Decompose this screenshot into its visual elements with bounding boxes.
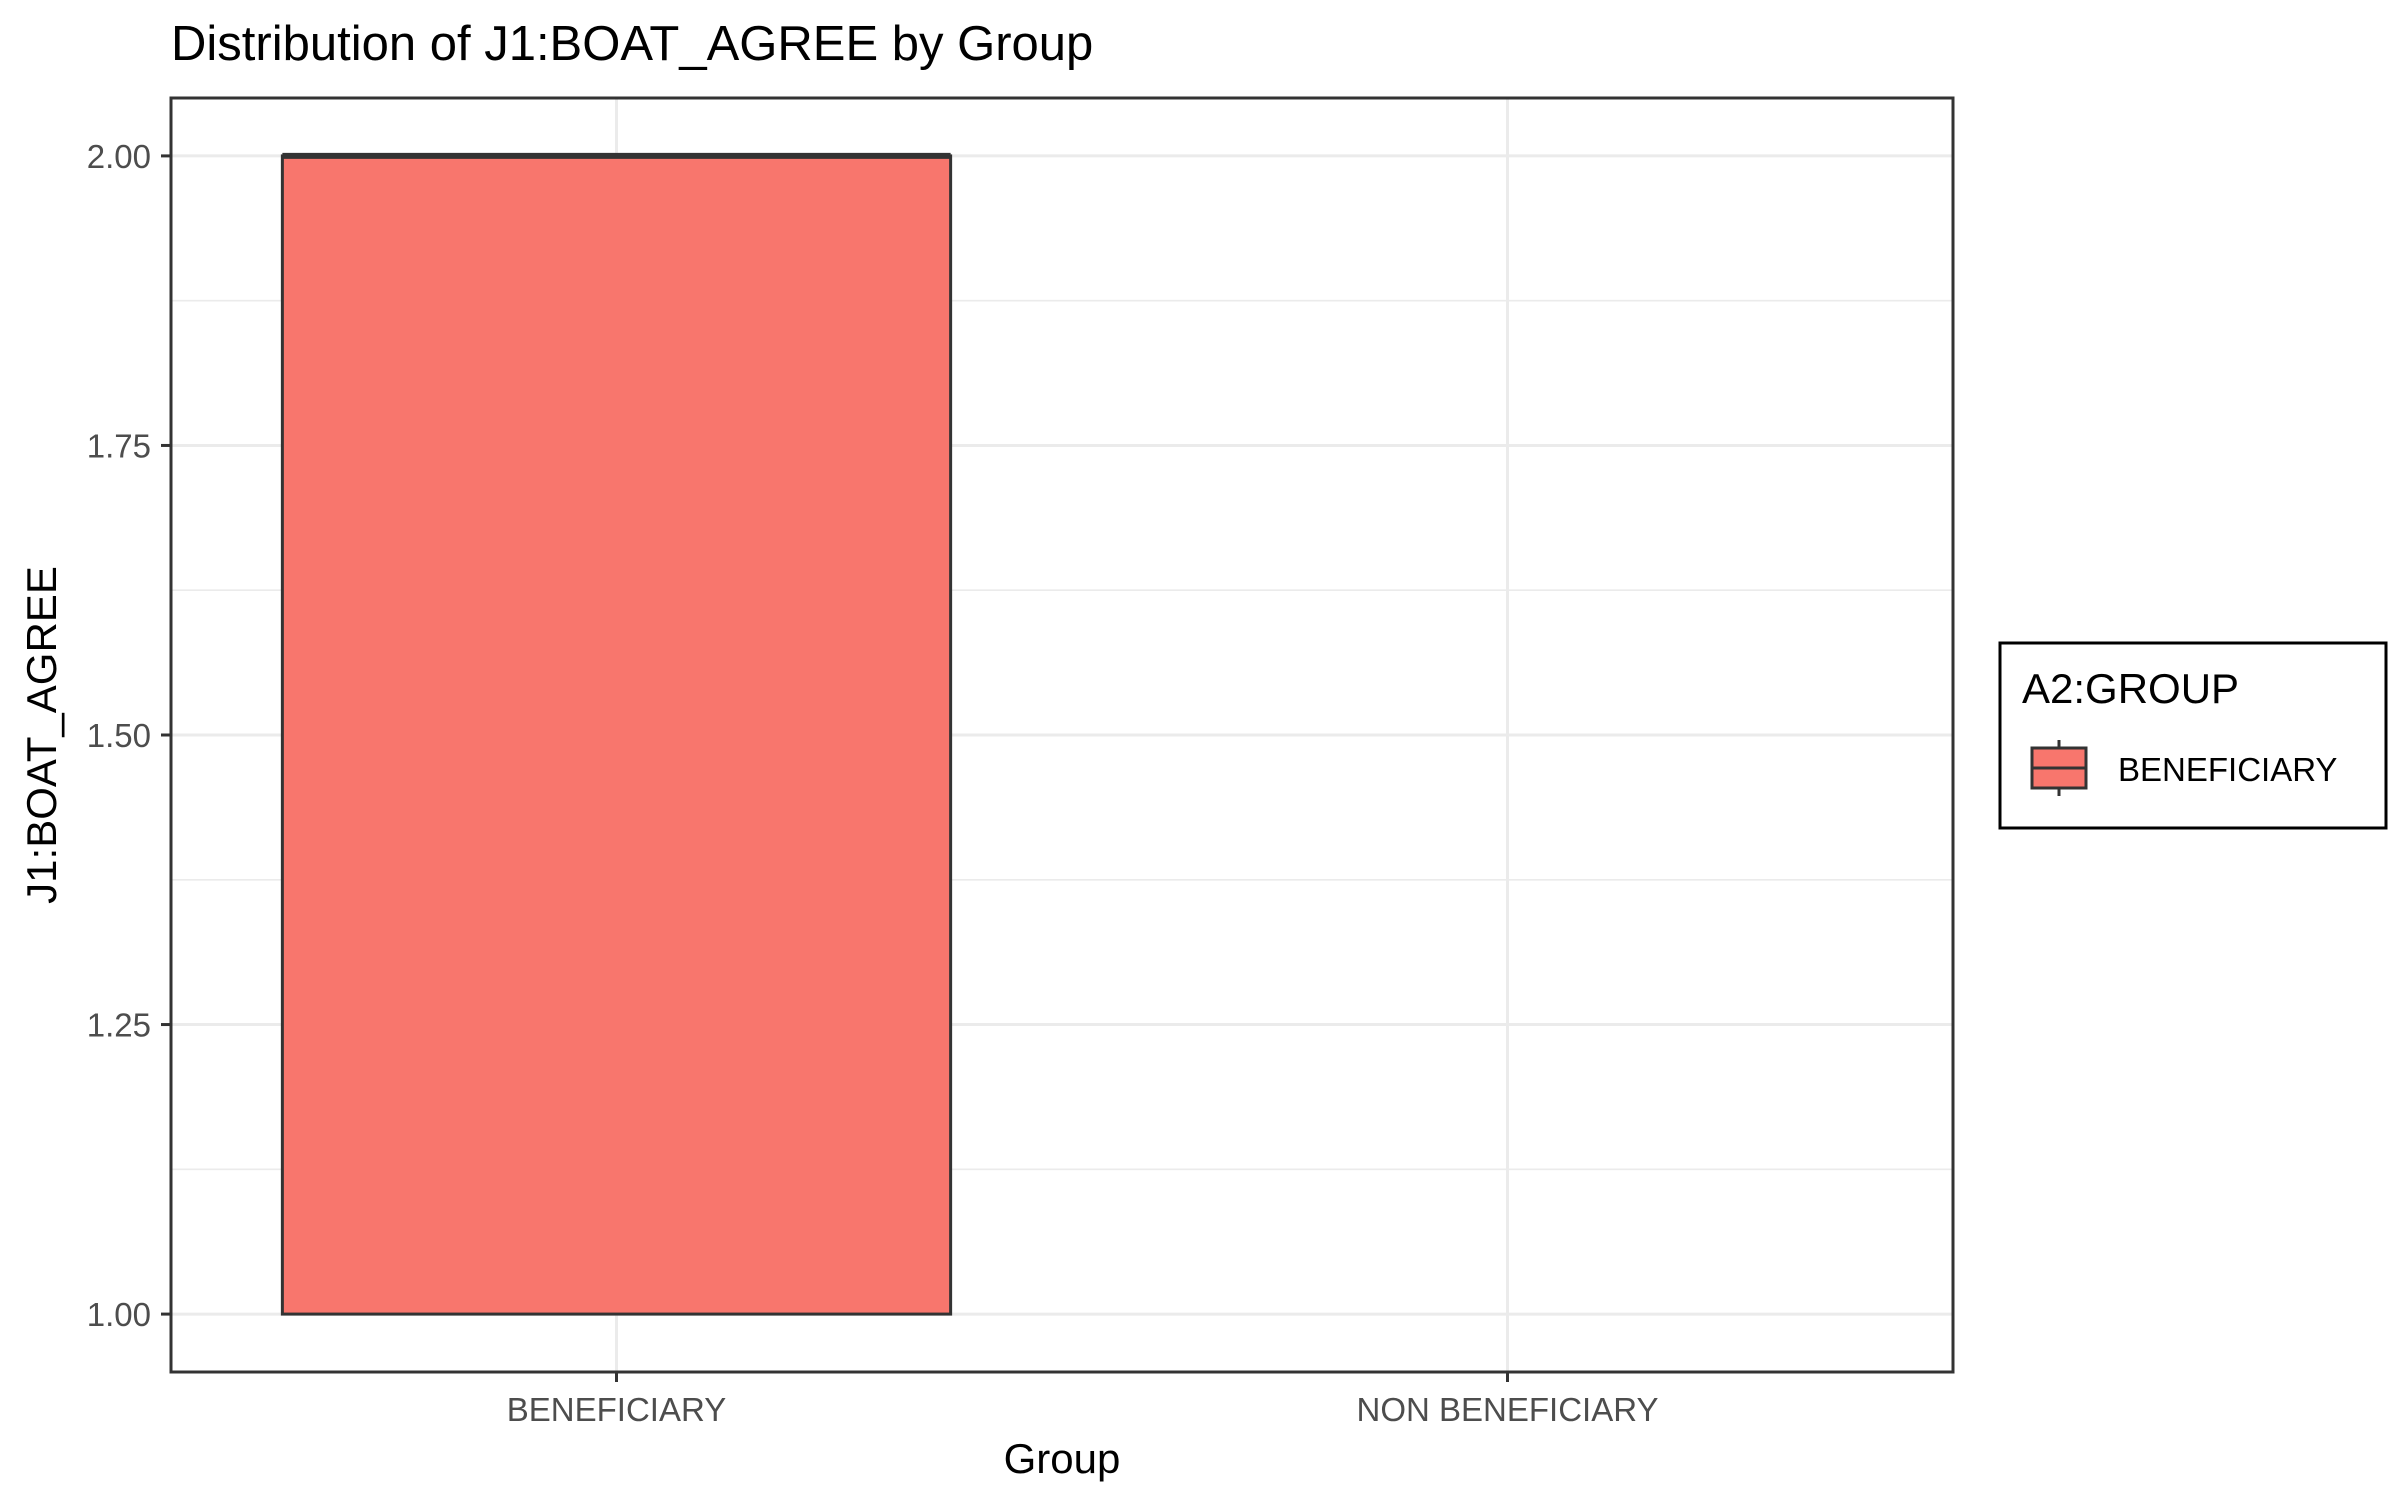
box-beneficiary <box>280 152 953 1316</box>
legend: A2:GROUP BENEFICIARY <box>1998 641 2388 830</box>
x-axis: BENEFICIARY NON BENEFICIARY <box>507 1372 1659 1428</box>
x-axis-title: Group <box>1004 1435 1121 1482</box>
boxplot-boxes <box>280 152 953 1316</box>
box-iqr <box>280 154 953 1316</box>
y-tick-label: 2.00 <box>87 138 151 175</box>
x-tick-label: BENEFICIARY <box>507 1391 726 1428</box>
y-axis-title: J1:BOAT_AGREE <box>18 566 65 904</box>
legend-title: A2:GROUP <box>2022 665 2239 712</box>
y-tick-label: 1.75 <box>87 427 151 464</box>
legend-label-beneficiary: BENEFICIARY <box>2118 751 2337 788</box>
y-tick-label: 1.25 <box>87 1007 151 1044</box>
y-axis: 1.00 1.25 1.50 1.75 2.00 <box>87 138 171 1333</box>
y-tick-label: 1.50 <box>87 717 151 754</box>
legend-box <box>1998 641 2388 830</box>
x-tick-label: NON BENEFICIARY <box>1357 1391 1659 1428</box>
legend-key-beneficiary <box>2030 740 2088 796</box>
y-tick-label: 1.00 <box>87 1296 151 1333</box>
chart-title: Distribution of J1:BOAT_AGREE by Group <box>171 17 1093 71</box>
